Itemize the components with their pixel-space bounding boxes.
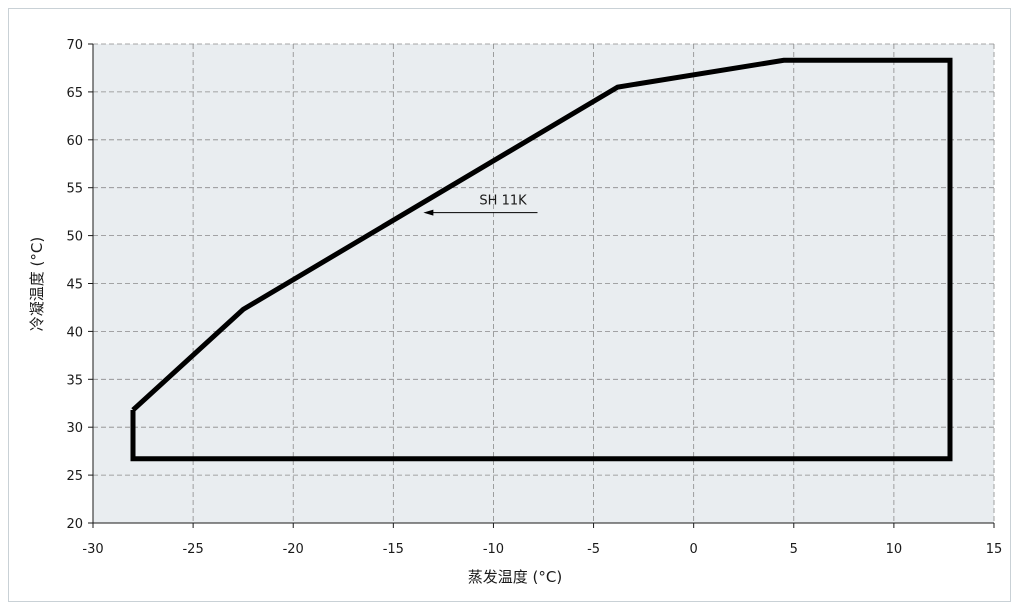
grid-lines (93, 43, 995, 523)
annotation-label: SH 11K (479, 194, 527, 209)
y-tick-label: 35 (66, 373, 83, 388)
x-tick-label: -30 (82, 542, 103, 557)
y-tick-label: 25 (66, 469, 83, 484)
envelope-line (130, 57, 953, 462)
annotations: SH 11K (423, 194, 538, 216)
x-tick-label: 15 (986, 542, 1003, 557)
x-axis-title: 蒸发温度 (°C) (468, 568, 562, 586)
y-tick-label: 45 (66, 278, 83, 293)
y-tick-label: 60 (66, 134, 83, 149)
y-tick-label: 55 (66, 182, 83, 197)
x-tick-label: -25 (182, 542, 203, 557)
x-tick-label: -15 (383, 542, 404, 557)
y-axis-title: 冷凝温度 (°C) (28, 237, 46, 331)
y-tick-label: 70 (66, 38, 83, 53)
y-tick-labels: 20 25 30 35 40 45 50 55 60 65 70 (66, 38, 93, 532)
y-tick-label: 30 (66, 421, 83, 436)
x-tick-label: 5 (790, 542, 798, 557)
x-tick-label: -20 (283, 542, 304, 557)
envelope-series (130, 57, 953, 462)
x-tick-label: 10 (886, 542, 903, 557)
y-tick-label: 50 (66, 230, 83, 245)
y-tick-label: 40 (66, 325, 83, 340)
x-tick-label: -5 (587, 542, 600, 557)
x-tick-label: 0 (690, 542, 698, 557)
y-tick-label: 65 (66, 86, 83, 101)
y-tick-label: 20 (66, 517, 83, 532)
annotation-arrowhead (423, 209, 434, 216)
x-tick-label: -10 (483, 542, 504, 557)
x-tick-labels: -30 -25 -20 -15 -10 -5 0 5 10 15 (82, 523, 1002, 557)
